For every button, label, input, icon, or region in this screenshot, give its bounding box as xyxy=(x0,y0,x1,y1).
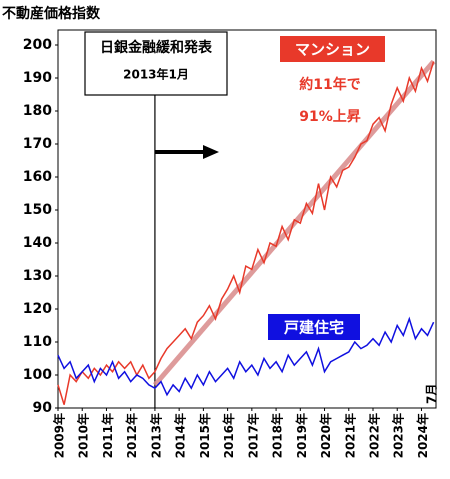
end-label: 7月 xyxy=(425,384,439,404)
legend-box xyxy=(280,36,385,62)
chart-title: 不動産価格指数 xyxy=(2,5,101,22)
event-text: 日銀金融緩和発表 xyxy=(100,39,213,56)
y-tick-label: 160 xyxy=(23,169,52,185)
x-tick-label: 2012年 xyxy=(124,413,139,458)
y-tick-label: 190 xyxy=(23,70,52,86)
x-tick-label: 2019年 xyxy=(294,413,309,458)
y-tick-label: 130 xyxy=(23,268,52,284)
x-tick-label: 2023年 xyxy=(391,413,406,458)
y-tick-label: 170 xyxy=(23,136,52,152)
legend-box xyxy=(268,314,360,340)
legend-label: マンション xyxy=(295,41,370,59)
annotation: 91%上昇 xyxy=(299,109,361,125)
x-tick-label: 2011年 xyxy=(100,413,115,458)
y-tick-label: 200 xyxy=(23,37,52,53)
x-tick-label: 2016年 xyxy=(221,413,236,458)
trend-line xyxy=(153,59,436,387)
x-tick-label: 2014年 xyxy=(173,413,188,458)
event-date: 2013年1月 xyxy=(123,67,189,82)
x-tick-label: 2010年 xyxy=(76,413,91,458)
plot-frame xyxy=(57,29,437,409)
x-tick-label: 2015年 xyxy=(197,413,212,458)
x-tick-label: 2020年 xyxy=(318,413,333,458)
x-tick-label: 2009年 xyxy=(52,413,67,458)
y-tick-label: 180 xyxy=(23,103,52,119)
y-tick-label: 90 xyxy=(33,400,53,416)
x-tick-label: 2022年 xyxy=(367,413,382,458)
y-tick-label: 140 xyxy=(23,235,52,251)
series-line xyxy=(57,61,435,405)
y-tick-label: 100 xyxy=(23,367,52,383)
y-tick-label: 150 xyxy=(23,202,52,218)
arrow-head xyxy=(203,145,219,159)
event-box xyxy=(84,31,228,96)
series-line xyxy=(57,316,435,397)
x-tick-label: 2018年 xyxy=(270,413,285,458)
x-tick-label: 2024年 xyxy=(415,413,430,458)
y-tick-label: 110 xyxy=(23,334,52,350)
y-tick-label: 120 xyxy=(23,301,52,317)
legend-label: 戸建住宅 xyxy=(284,319,344,337)
x-tick-label: 2017年 xyxy=(245,413,260,458)
x-tick-label: 2013年 xyxy=(148,413,163,458)
annotation: 約11年で xyxy=(299,76,360,93)
x-tick-label: 2021年 xyxy=(342,413,357,458)
